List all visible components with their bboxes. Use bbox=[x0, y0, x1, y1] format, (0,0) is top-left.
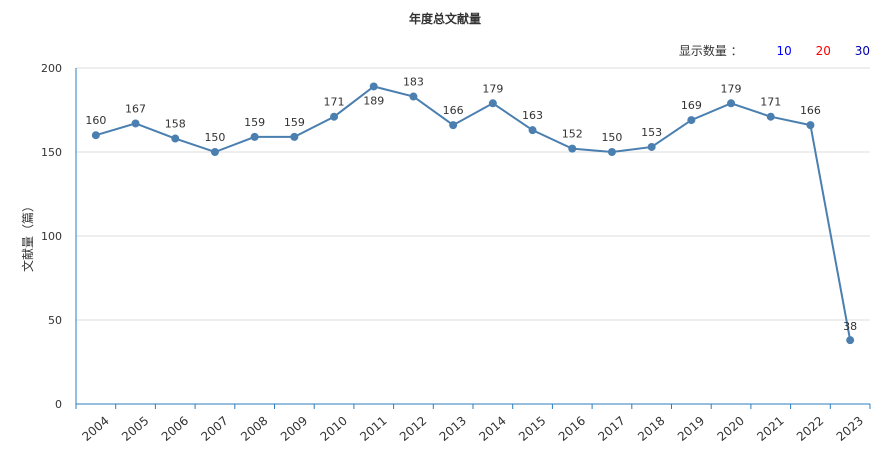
data-label: 152 bbox=[562, 128, 583, 141]
data-point bbox=[488, 99, 497, 108]
data-point bbox=[766, 112, 775, 121]
x-tick-label: 2017 bbox=[595, 414, 627, 444]
data-label: 166 bbox=[443, 104, 464, 117]
data-label: 169 bbox=[681, 99, 702, 112]
data-label: 171 bbox=[324, 96, 345, 109]
data-label: 160 bbox=[85, 114, 106, 127]
y-tick-label: 100 bbox=[41, 230, 62, 243]
x-tick-label: 2020 bbox=[715, 414, 747, 444]
data-point bbox=[687, 116, 696, 125]
data-label: 150 bbox=[601, 131, 622, 144]
x-tick-label: 2022 bbox=[794, 414, 826, 444]
chart-title: 年度总文献量 bbox=[408, 12, 481, 26]
display-count-option-30[interactable]: 30 bbox=[854, 44, 870, 58]
data-label: 158 bbox=[165, 118, 186, 131]
x-tick-label: 2014 bbox=[476, 414, 508, 444]
x-tick-label: 2021 bbox=[754, 414, 786, 444]
x-tick-label: 2005 bbox=[119, 414, 151, 444]
data-label: 183 bbox=[403, 76, 424, 89]
data-point bbox=[250, 132, 259, 141]
data-point bbox=[210, 148, 219, 156]
x-tick-label: 2006 bbox=[159, 414, 191, 444]
y-axis-title: 文献量（篇） bbox=[20, 200, 35, 272]
data-point bbox=[607, 148, 616, 156]
data-point bbox=[369, 82, 378, 91]
x-tick-label: 2007 bbox=[198, 414, 230, 444]
data-point bbox=[647, 142, 656, 151]
x-tick-label: 2013 bbox=[437, 414, 469, 444]
x-tick-label: 2012 bbox=[397, 414, 429, 444]
x-tick-label: 2008 bbox=[238, 414, 270, 444]
data-label: 159 bbox=[284, 116, 305, 129]
x-tick-label: 2023 bbox=[834, 414, 866, 444]
data-label: 189 bbox=[363, 94, 384, 107]
data-label: 150 bbox=[204, 131, 225, 144]
x-tick-label: 2018 bbox=[635, 414, 667, 444]
data-point bbox=[131, 119, 140, 128]
data-label: 159 bbox=[244, 116, 265, 129]
data-label: 38 bbox=[843, 320, 857, 333]
data-point bbox=[806, 121, 815, 130]
data-point bbox=[91, 131, 100, 140]
y-tick-label: 150 bbox=[41, 146, 62, 159]
data-point bbox=[171, 134, 180, 143]
data-label: 179 bbox=[721, 82, 742, 95]
data-point bbox=[568, 144, 577, 153]
series-line bbox=[95, 85, 852, 341]
data-label: 153 bbox=[641, 126, 662, 139]
data-label: 166 bbox=[800, 104, 821, 117]
x-tick-label: 2011 bbox=[357, 414, 389, 444]
x-tick-label: 2016 bbox=[556, 414, 588, 444]
data-label: 179 bbox=[482, 82, 503, 95]
display-count-option-10[interactable]: 10 bbox=[776, 44, 792, 58]
data-label: 171 bbox=[760, 96, 781, 109]
data-point bbox=[330, 112, 339, 121]
x-tick-label: 2015 bbox=[516, 414, 548, 444]
data-point bbox=[409, 92, 418, 101]
data-point bbox=[727, 99, 736, 108]
data-label: 167 bbox=[125, 102, 146, 115]
x-tick-label: 2009 bbox=[278, 414, 310, 444]
x-tick-label: 2019 bbox=[675, 414, 707, 444]
display-count-option-20[interactable]: 20 bbox=[815, 44, 831, 58]
data-point bbox=[290, 132, 299, 141]
display-count-selector: 显示数量 ： 10 20 30 bbox=[679, 42, 870, 59]
data-label: 163 bbox=[522, 109, 543, 122]
data-point bbox=[528, 126, 537, 135]
data-point bbox=[449, 121, 458, 130]
y-tick-label: 0 bbox=[55, 398, 62, 411]
y-tick-label: 50 bbox=[48, 314, 62, 327]
display-count-label: 显示数量 ： bbox=[678, 44, 743, 58]
x-tick-label: 2010 bbox=[318, 414, 350, 444]
data-point bbox=[846, 336, 855, 345]
x-tick-label: 2004 bbox=[79, 414, 111, 444]
y-tick-label: 200 bbox=[41, 62, 62, 75]
